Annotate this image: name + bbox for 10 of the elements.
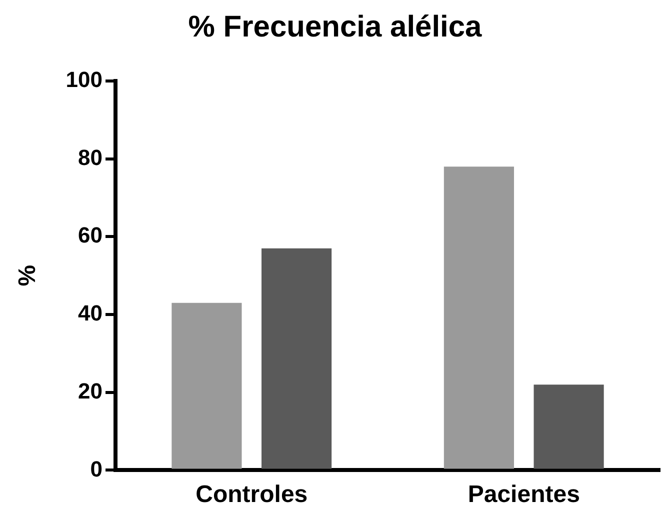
chart-title: % Frecuencia alélica xyxy=(188,10,482,44)
y-tick-label: 40 xyxy=(78,300,103,326)
y-tick-label: 100 xyxy=(66,67,103,92)
y-tick-label: 0 xyxy=(90,456,103,482)
y-tick-label: 20 xyxy=(78,378,103,404)
y-axis-title: % xyxy=(14,264,42,286)
y-tick-label: 80 xyxy=(78,144,103,170)
y-tick-label: 60 xyxy=(78,222,103,248)
x-tick-label: Pacientes xyxy=(468,481,580,508)
x-tick-label: Controles xyxy=(196,481,308,508)
